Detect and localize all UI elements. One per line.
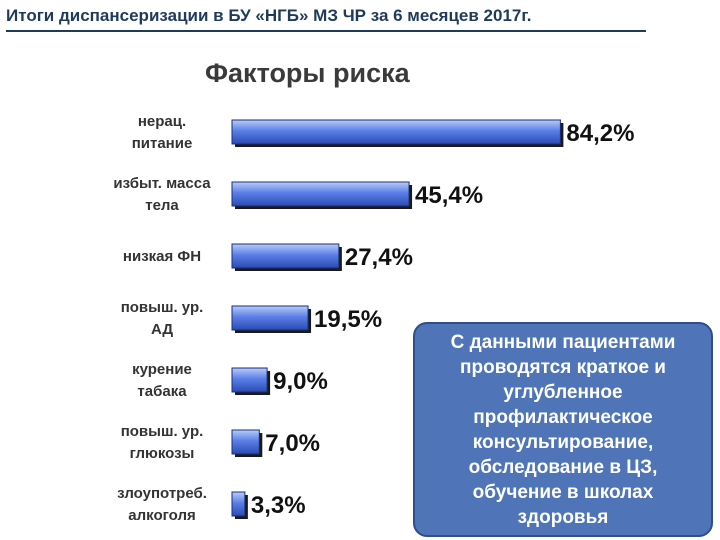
- bar: [231, 429, 260, 455]
- data-label: 9,0%: [273, 368, 328, 395]
- data-label: 3,3%: [251, 492, 306, 519]
- category-label: избыт. масса тела: [113, 175, 211, 214]
- category-label: повыш. ур. АД: [121, 299, 204, 338]
- data-label: 19,5%: [314, 306, 382, 333]
- category-label: низкая ФН: [123, 248, 201, 265]
- bar: [231, 119, 561, 145]
- chart-title: Факторы риска: [205, 58, 410, 88]
- category-label: повыш. ур. глюкозы: [121, 423, 204, 462]
- bar: [231, 367, 268, 393]
- category-label: курение табака: [132, 361, 192, 400]
- data-label: 27,4%: [345, 244, 413, 271]
- bar: [231, 305, 309, 331]
- bar: [231, 243, 340, 269]
- bar: [231, 181, 410, 207]
- note-box: С данными пациентами проводятся краткое …: [413, 322, 713, 537]
- note-text: С данными пациентами проводятся краткое …: [450, 331, 676, 528]
- data-label: 84,2%: [566, 120, 634, 147]
- bar: [231, 491, 246, 517]
- data-label: 45,4%: [415, 182, 483, 209]
- category-label: злоупотреб. алкоголя: [117, 485, 207, 524]
- category-label: нерац. питание: [132, 113, 193, 152]
- data-label: 7,0%: [265, 430, 320, 457]
- slide-title: Итоги диспансеризации в БУ «НГБ» МЗ ЧР з…: [6, 6, 646, 32]
